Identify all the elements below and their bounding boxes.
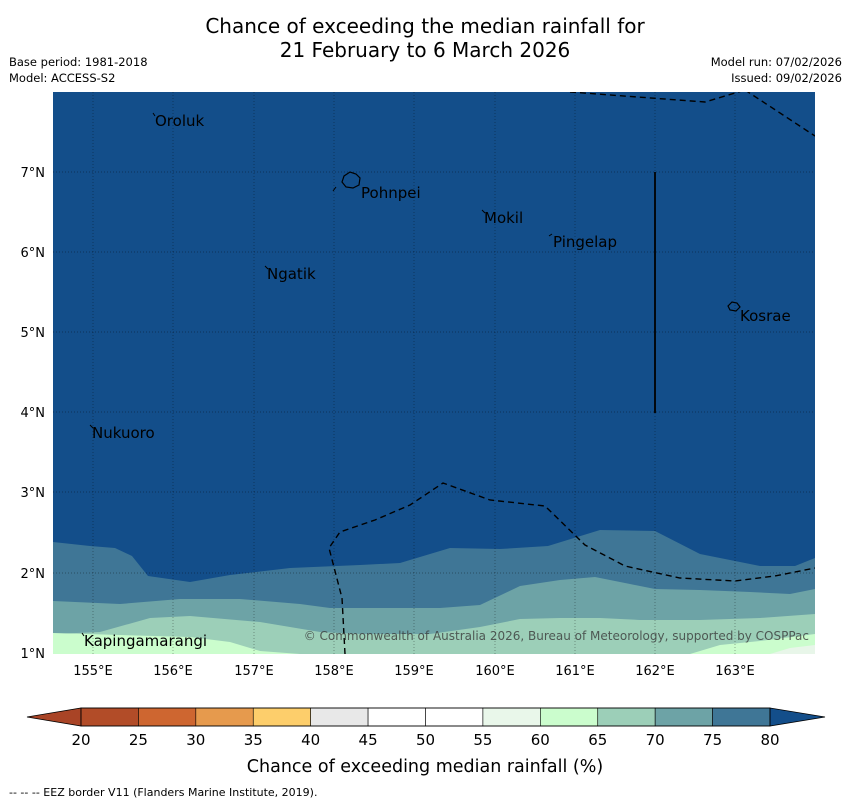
kosrae-outline [727, 301, 741, 312]
cb-tick-80: 80 [760, 731, 779, 749]
colorbar-segment [712, 707, 771, 727]
place-kosrae: Kosrae [740, 307, 791, 325]
lat-tick-5n: 5°N [21, 326, 46, 341]
lon-tick-158: 158°E [314, 664, 354, 679]
lat-tick-7n: 7°N [21, 166, 46, 181]
rainfall-map: Oroluk Pohnpei Mokil Pingelap Ngatik Kos… [53, 92, 815, 654]
model-run-label: Model run: 07/02/2026 [710, 55, 842, 69]
cb-tick-35: 35 [244, 731, 263, 749]
place-kapingamarangi: Kapingamarangi [84, 632, 207, 650]
lat-tick-1n: 1°N [21, 647, 46, 662]
copyright-notice: © Commonwealth of Australia 2026, Bureau… [304, 629, 809, 643]
band-60 [53, 633, 300, 654]
lat-tick-3n: 3°N [21, 486, 46, 501]
colorbar-segment [252, 707, 311, 727]
colorbar-under-arrow [26, 707, 82, 727]
colorbar-segment [654, 707, 713, 727]
colorbar-over-arrow [769, 707, 826, 727]
eez-border [328, 92, 815, 654]
lon-tick-163: 163°E [715, 664, 755, 679]
lon-tick-162: 162°E [635, 664, 675, 679]
cb-tick-60: 60 [531, 731, 550, 749]
place-mokil: Mokil [484, 209, 523, 227]
colorbar-segment [482, 707, 541, 727]
atoll-markers [81, 112, 553, 637]
band-60-east [690, 634, 815, 654]
colorbar-segment [195, 707, 254, 727]
lon-tick-160: 160°E [475, 664, 515, 679]
cb-tick-25: 25 [129, 731, 148, 749]
colorbar-segment [80, 707, 139, 727]
cb-tick-65: 65 [588, 731, 607, 749]
cb-tick-45: 45 [359, 731, 378, 749]
pohnpei-outline [341, 171, 361, 189]
lat-axis: 7°N 6°N 5°N 4°N 3°N 2°N 1°N [21, 166, 46, 662]
base-period-label: Base period: 1981-2018 [9, 55, 148, 69]
colorbar-segment [310, 707, 369, 727]
chart-title-line1: Chance of exceeding the median rainfall … [205, 14, 645, 38]
lat-tick-2n: 2°N [21, 567, 46, 582]
colorbar-segment [597, 707, 656, 727]
lon-axis: 155°E 156°E 157°E 158°E 159°E 160°E 161°… [73, 664, 755, 679]
issued-label: Issued: 09/02/2026 [731, 71, 842, 85]
colorbar-segment [425, 707, 484, 727]
colorbar-label: Chance of exceeding median rainfall (%) [247, 757, 603, 777]
cb-tick-75: 75 [703, 731, 722, 749]
lon-tick-157: 157°E [234, 664, 274, 679]
place-pingelap: Pingelap [553, 233, 617, 251]
cb-tick-55: 55 [473, 731, 492, 749]
chart-title-line2: 21 February to 6 March 2026 [279, 38, 571, 62]
lon-tick-155: 155°E [73, 664, 113, 679]
place-ngatik: Ngatik [267, 265, 316, 283]
model-label: Model: ACCESS-S2 [9, 71, 116, 85]
colorbar-segment [367, 707, 426, 727]
place-oroluk: Oroluk [155, 112, 204, 130]
band-55 [770, 645, 815, 654]
band-65 [53, 614, 815, 654]
lat-tick-4n: 4°N [21, 406, 46, 421]
lat-tick-6n: 6°N [21, 246, 46, 261]
cb-tick-40: 40 [301, 731, 320, 749]
place-nukuoro: Nukuoro [92, 424, 155, 442]
cb-tick-20: 20 [71, 731, 90, 749]
cb-tick-30: 30 [186, 731, 205, 749]
lon-tick-156: 156°E [153, 664, 193, 679]
lon-tick-161: 161°E [555, 664, 595, 679]
place-pohnpei: Pohnpei [361, 184, 421, 202]
ant-atoll-mark [332, 186, 337, 192]
colorbar: 20 25 30 35 40 45 50 55 60 65 70 75 80 C… [26, 707, 826, 777]
lon-tick-159: 159°E [394, 664, 434, 679]
colorbar-frame [80, 707, 771, 727]
colorbar-segment [540, 707, 599, 727]
cb-tick-70: 70 [646, 731, 665, 749]
cb-tick-50: 50 [416, 731, 435, 749]
colorbar-segment [138, 707, 197, 727]
eez-footnote: -- -- -- EEZ border V11 (Flanders Marine… [9, 786, 318, 799]
